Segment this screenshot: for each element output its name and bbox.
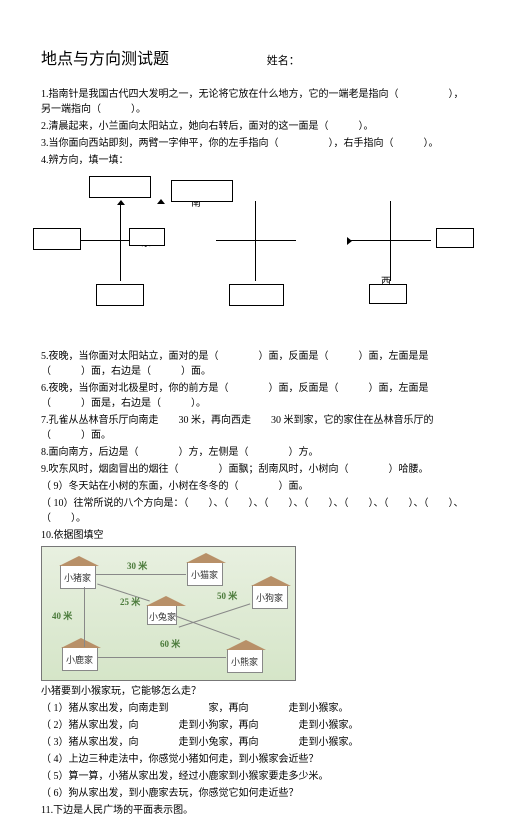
question-3: 3.当你面向西站即刻，两臂一字伸平，你的左手指向（ ），右手指向（ ）。 bbox=[41, 136, 464, 151]
dist-30: 30 米 bbox=[127, 559, 147, 572]
question-5: 5.夜晚，当你面对太阳站立，面对的是（ ）面，反面是（ ）面，左面是是（ ）面，… bbox=[41, 349, 464, 379]
question-10-4: （ 4）上边三种走法中，你感觉小猪如何走，到小猴家会近些？ bbox=[41, 752, 464, 767]
house-pig: 小猪家 bbox=[64, 571, 91, 584]
question-11: 11.下边是人民广场的平面表示图。 bbox=[41, 803, 464, 818]
dist-60: 60 米 bbox=[160, 637, 180, 650]
dist-50: 50 米 bbox=[217, 589, 237, 602]
question-9: 9.吹东风时，烟囱冒出的烟往（ ）面飘；刮南风时，小树向（ ）哈腰。 bbox=[41, 462, 464, 477]
house-rabbit: 小兔家 bbox=[149, 610, 176, 623]
dist-25: 25 米 bbox=[120, 595, 140, 608]
question-10-5: （ 5）算一算，小猪从家出发，经过小鹿家到小猴家要走多少米。 bbox=[41, 769, 464, 784]
question-10-intro: 小猪要到小猴家玩，它能够怎么走？ bbox=[41, 684, 464, 699]
question-8: 8.面向南方，后边是（ ）方，左侧是（ ）方。 bbox=[41, 445, 464, 460]
direction-diagram: 南 东 西 bbox=[41, 176, 464, 341]
question-4: 4.辨方向，填一填： bbox=[41, 153, 464, 168]
page-title: 地点与方向测试题 bbox=[41, 45, 169, 69]
name-label: 姓名： bbox=[267, 55, 300, 67]
question-10-6: （ 6）狗从家出发，到小鹿家去玩，你感觉它如何走近些？ bbox=[41, 786, 464, 801]
question-1: 1.指南针是我国古代四大发明之一，无论将它放在什么地方，它的一端老是指向（ ），… bbox=[41, 87, 464, 117]
house-deer: 小鹿家 bbox=[66, 653, 93, 666]
question-9b: （ 10）往常所说的八个方向是：（ ）、（ ）、（ ）、（ ）、（ ）、（ ）、… bbox=[41, 496, 464, 526]
question-9a: （ 9）冬天站在小树的东面，小树在冬冬的（ ）面。 bbox=[41, 479, 464, 494]
house-cat: 小猫家 bbox=[191, 568, 218, 581]
house-bear: 小熊家 bbox=[231, 655, 258, 668]
dist-40: 40 米 bbox=[52, 609, 72, 622]
question-10: 10.依据图填空 bbox=[41, 528, 464, 543]
question-2: 2.清晨起来，小兰面向太阳站立，她向右转后，面对的这一面是（ ）。 bbox=[41, 119, 464, 134]
question-6: 6.夜晚，当你面对北极星时，你的前方是（ ）面，反面是（ ）面，左面是（ ）面是… bbox=[41, 381, 464, 411]
house-dog: 小狗家 bbox=[256, 591, 283, 604]
question-10-3: （ 3）猪从家出发，向 走到小兔家，再向 走到小猴家。 bbox=[41, 735, 464, 750]
map-picture: 小猪家 小猫家 小狗家 小兔家 小鹿家 小熊家 30 米 25 米 40 米 5… bbox=[41, 546, 296, 681]
question-7: 7.孔雀从丛林音乐厅向南走 30 米，再向西走 30 米到家，它的家住在丛林音乐… bbox=[41, 413, 464, 443]
question-10-2: （ 2）猪从家出发，向 走到小狗家，再向 走到小猴家。 bbox=[41, 718, 464, 733]
